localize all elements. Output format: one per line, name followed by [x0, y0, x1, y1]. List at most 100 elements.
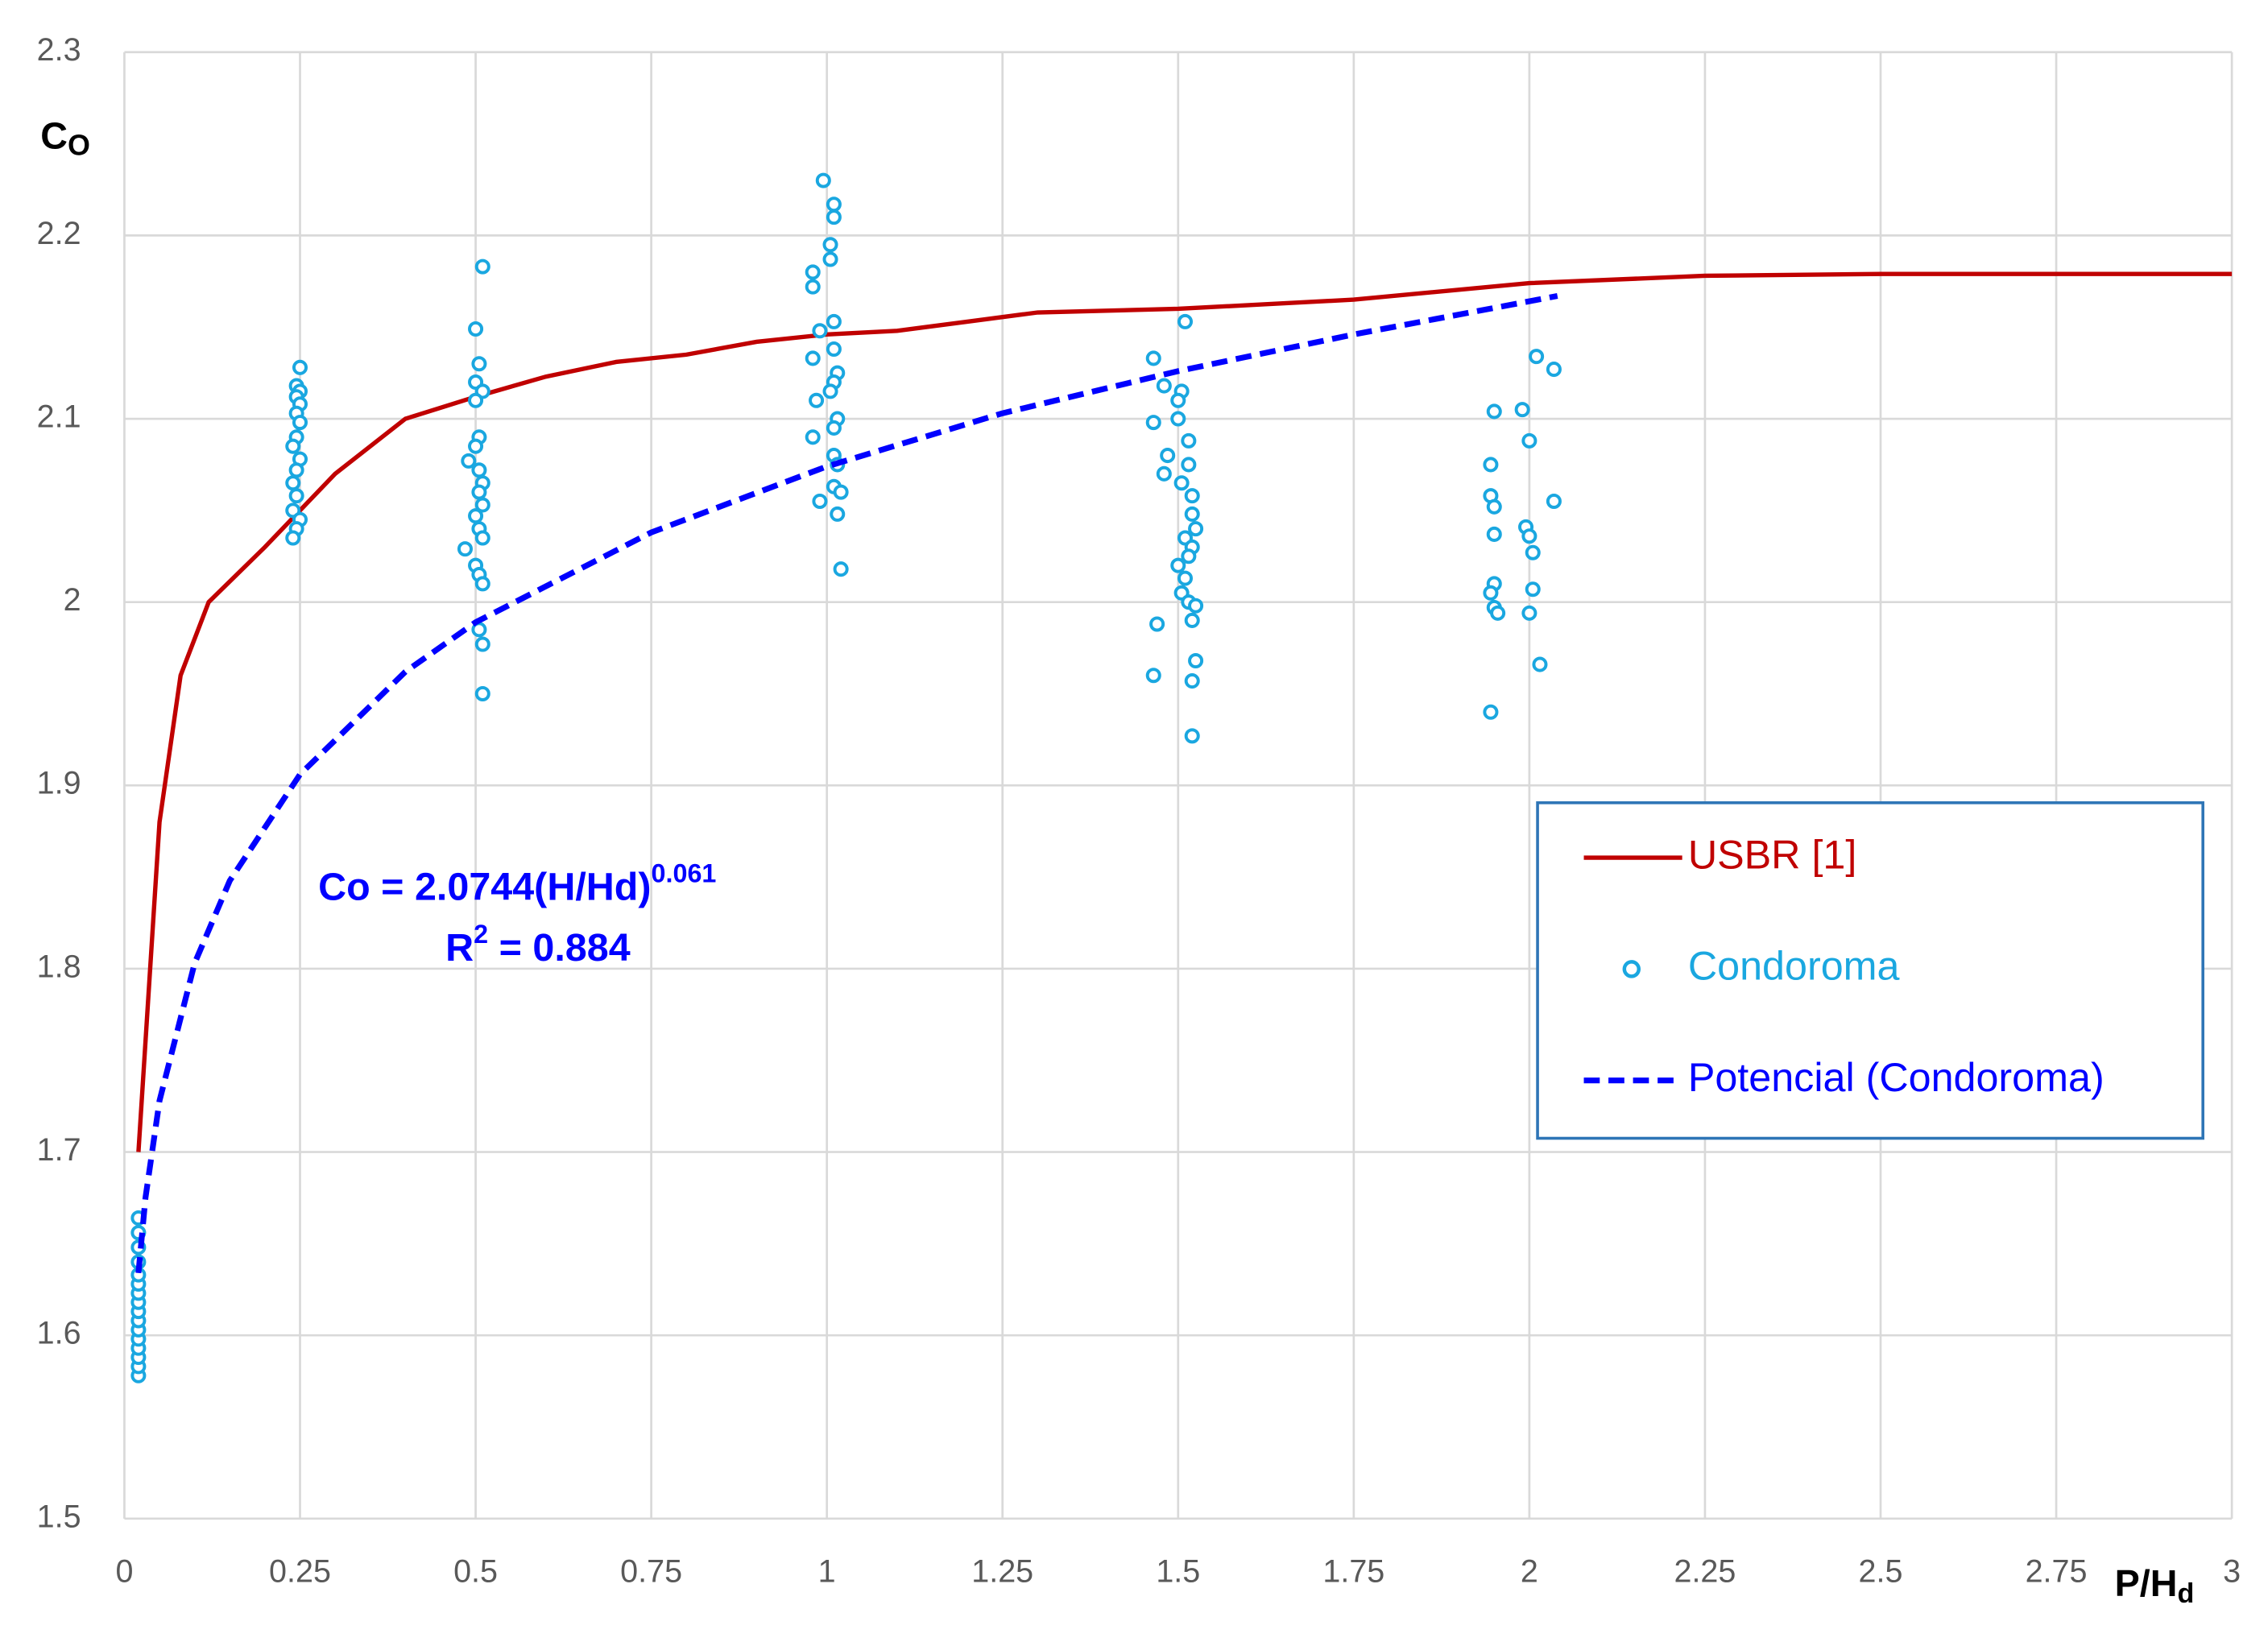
legend-label: USBR [1] — [1688, 831, 1857, 877]
data-point — [805, 429, 821, 445]
data-point — [822, 383, 838, 399]
data-point — [1546, 362, 1562, 378]
data-point — [1532, 656, 1548, 672]
data-point — [1521, 528, 1538, 544]
data-point — [1170, 557, 1186, 573]
data-point — [826, 196, 842, 213]
data-point — [1521, 605, 1538, 621]
data-point — [1177, 313, 1194, 329]
data-point — [826, 313, 842, 329]
data-point — [474, 258, 490, 275]
data-point — [471, 356, 487, 372]
data-point — [468, 321, 484, 337]
data-point — [1170, 411, 1186, 427]
y-tick-label: 2 — [64, 582, 81, 618]
data-point — [474, 636, 490, 652]
data-point — [1483, 704, 1499, 720]
data-point — [468, 392, 484, 408]
data-point — [805, 264, 821, 280]
y-tick-label: 1.5 — [37, 1499, 81, 1534]
data-point — [461, 453, 477, 469]
data-point — [1181, 432, 1197, 449]
legend-marker — [1622, 960, 1641, 978]
data-point — [1188, 598, 1204, 614]
x-tick-label: 2.25 — [1674, 1554, 1736, 1590]
x-axis-title: P/Hd — [2115, 1563, 2195, 1609]
data-point — [474, 685, 490, 702]
data-point — [1184, 488, 1200, 504]
data-point — [1145, 415, 1161, 431]
data-point — [1483, 457, 1499, 473]
legend-label: Potencial (Condoroma) — [1688, 1054, 2105, 1100]
data-point — [833, 484, 849, 500]
x-tick-label: 1.5 — [1156, 1554, 1200, 1590]
trend-line — [135, 292, 1558, 1274]
y-axis-title-sub: O — [68, 129, 90, 162]
x-tick-label: 2.75 — [2026, 1554, 2088, 1590]
x-tick-label: 1 — [818, 1554, 836, 1590]
data-point — [1490, 605, 1506, 621]
data-point — [1184, 728, 1200, 744]
data-point — [1160, 448, 1176, 464]
data-point — [815, 172, 831, 188]
data-point — [1188, 521, 1204, 537]
y-tick-label: 2.3 — [37, 32, 81, 68]
x-tick-label: 0.5 — [453, 1554, 498, 1590]
data-point — [285, 438, 301, 454]
data-line — [136, 271, 2233, 1152]
data-point — [1483, 585, 1499, 601]
y-tick-label: 2.2 — [37, 216, 81, 251]
equation: Co = 2.0744(H/Hd)0.061 — [318, 858, 716, 908]
equation-exponent: 0.061 — [652, 858, 717, 887]
data-point — [468, 438, 484, 454]
data-point — [468, 508, 484, 524]
data-point — [1184, 673, 1200, 689]
y-tick-label: 1.9 — [37, 766, 81, 801]
data-point — [285, 475, 301, 491]
x-tick-label: 2 — [1521, 1554, 1538, 1590]
y-tick-label: 1.6 — [37, 1316, 81, 1351]
data-point — [471, 462, 487, 478]
data-point — [805, 279, 821, 295]
data-point — [1525, 544, 1541, 560]
data-point — [826, 420, 842, 436]
data-point — [1525, 581, 1541, 598]
data-point — [288, 488, 304, 504]
legend: USBR [1] Condoroma Potencial (Condoroma) — [1536, 801, 2204, 1140]
equation-text: Co = 2.0744(H/Hd) — [318, 865, 651, 908]
plot-area — [130, 172, 2233, 1383]
data-point — [471, 484, 487, 500]
data-point — [474, 497, 490, 513]
r-squared-value: = 0.884 — [488, 926, 631, 970]
data-point — [830, 506, 846, 522]
data-point — [1149, 616, 1165, 632]
data-point — [1486, 526, 1502, 542]
data-point — [1145, 350, 1161, 366]
y-tick-label: 1.7 — [37, 1132, 81, 1168]
data-point — [1184, 506, 1200, 522]
data-point — [1529, 349, 1545, 365]
data-point — [1170, 392, 1186, 408]
y-tick-label: 2.1 — [37, 399, 81, 434]
data-point — [1546, 493, 1562, 509]
data-point — [474, 530, 490, 546]
x-tick-label: 2.5 — [1859, 1554, 1903, 1590]
data-point — [1486, 403, 1502, 420]
data-point — [1184, 612, 1200, 628]
data-point — [1514, 402, 1530, 418]
x-tick-label: 3 — [2223, 1554, 2241, 1590]
x-tick-label: 0 — [115, 1554, 133, 1590]
x-axis-title-sub: d — [2177, 1578, 2194, 1609]
y-tick-label: 1.8 — [37, 949, 81, 984]
data-point — [292, 415, 308, 431]
x-tick-label: 0.25 — [269, 1554, 331, 1590]
r-squared-base: R — [445, 926, 474, 970]
data-point — [1156, 378, 1172, 394]
data-point — [812, 493, 828, 509]
r-squared-exponent: 2 — [474, 920, 488, 949]
data-point — [826, 341, 842, 358]
x-axis-title-main: P/H — [2115, 1563, 2178, 1605]
data-point — [285, 530, 301, 546]
